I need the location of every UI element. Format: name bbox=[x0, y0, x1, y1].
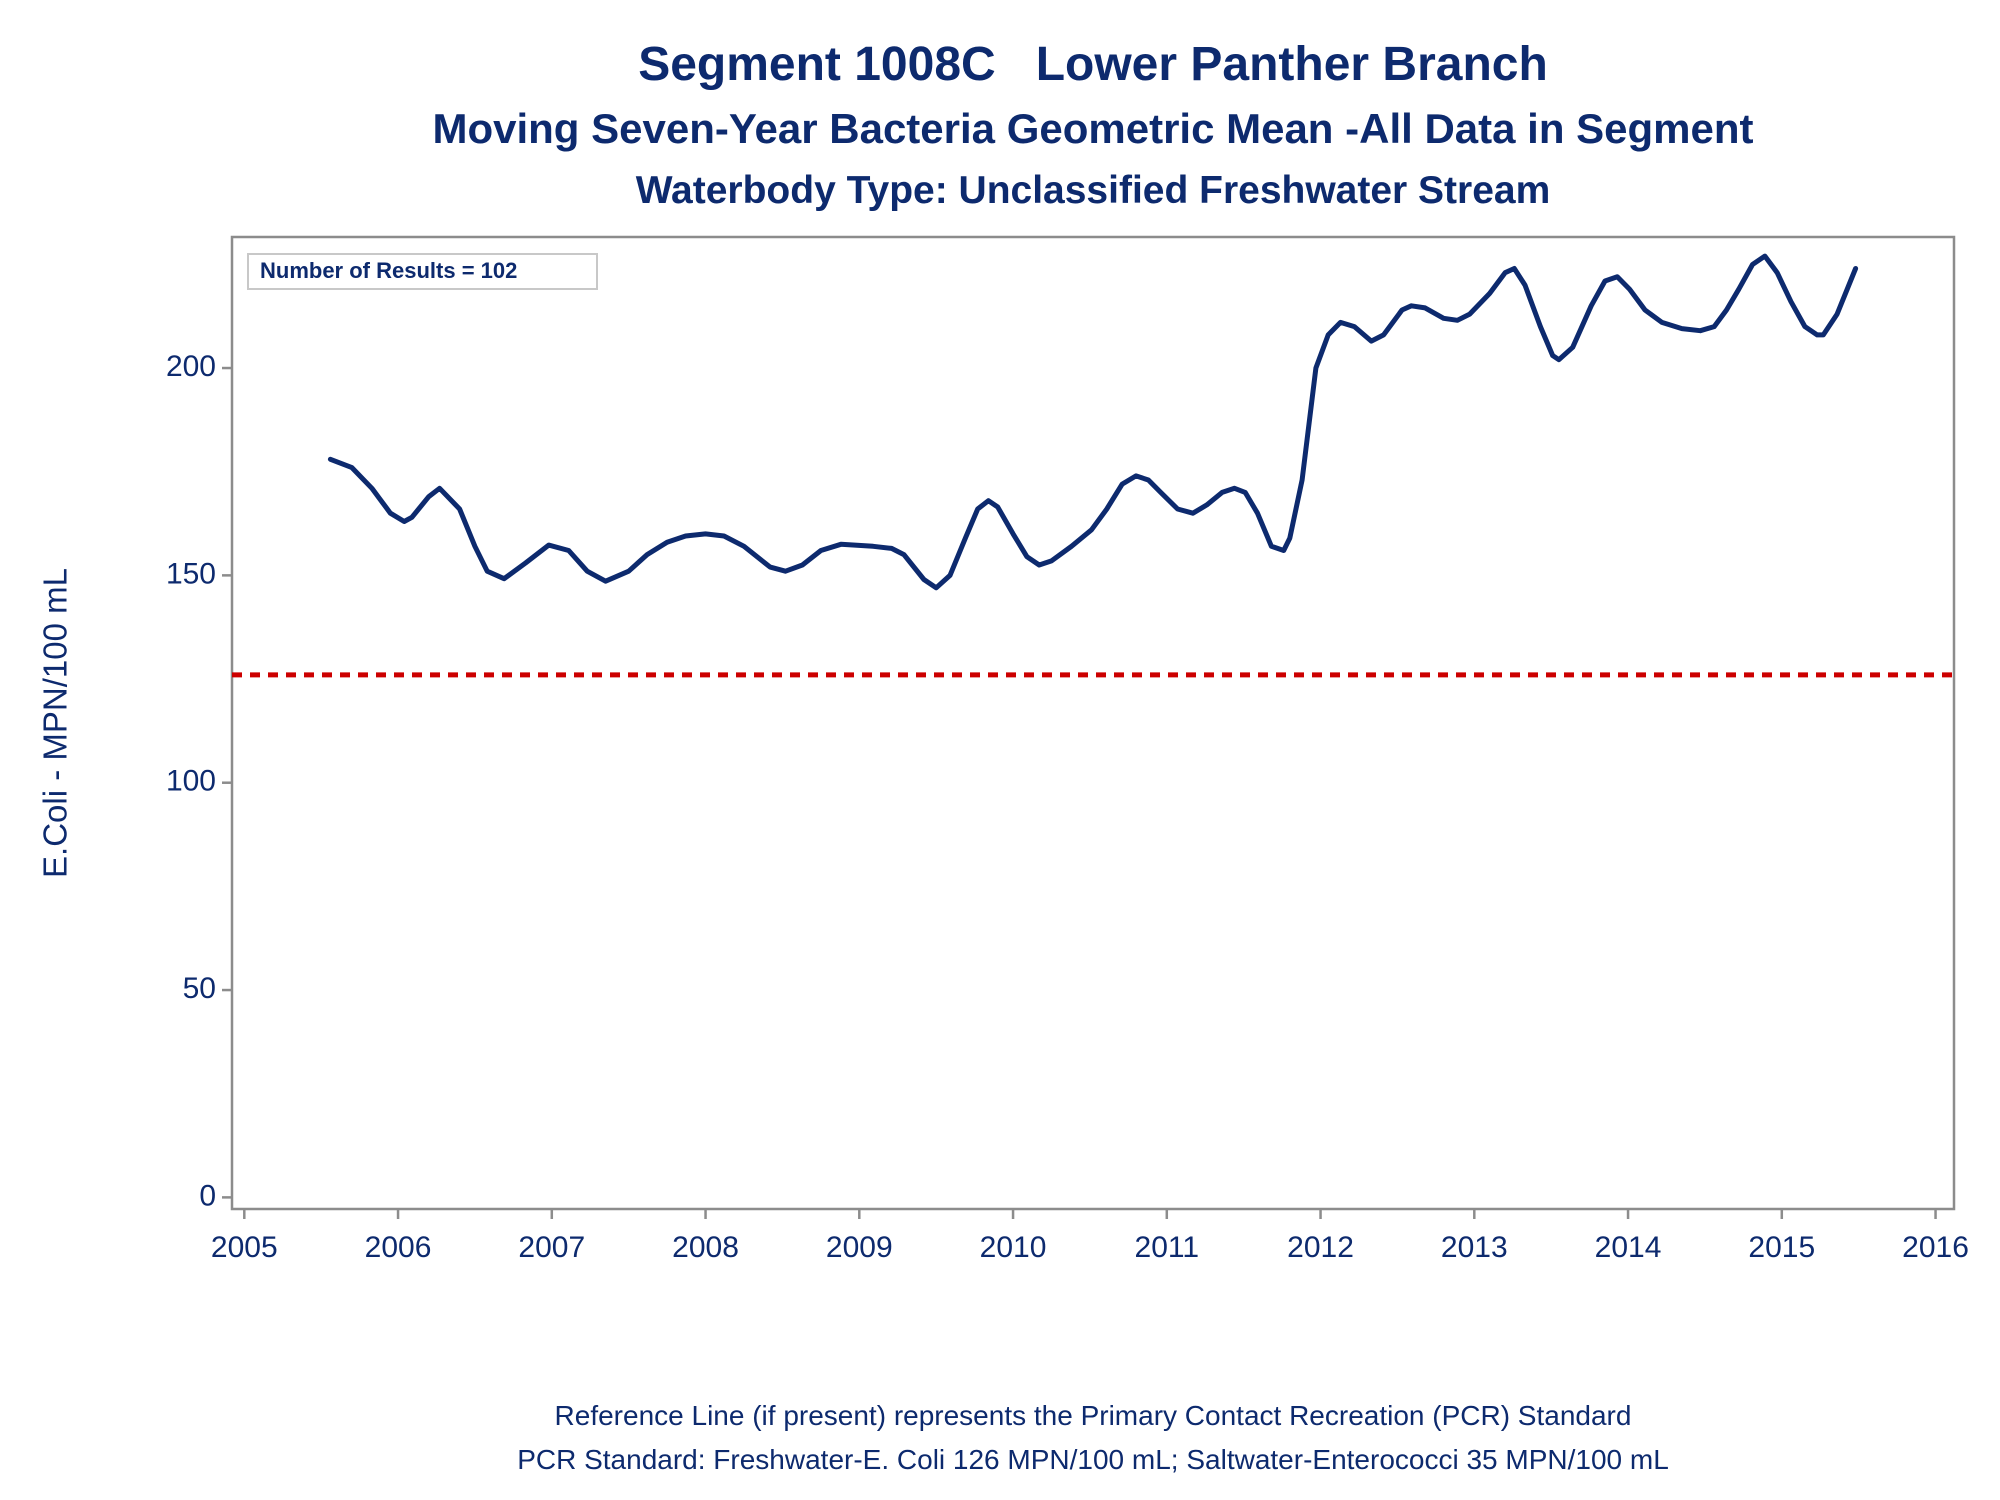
x-tick-label: 2007 bbox=[518, 1231, 585, 1264]
data-line bbox=[327, 253, 1859, 591]
x-tick-label: 2015 bbox=[1748, 1231, 1815, 1264]
footnote: Reference Line (if present) represents t… bbox=[555, 1400, 1632, 1431]
y-tick-label: 150 bbox=[166, 557, 216, 590]
x-tick-label: 2006 bbox=[365, 1231, 432, 1264]
y-tick-label: 50 bbox=[183, 972, 216, 1005]
footnote: PCR Standard: Freshwater-E. Coli 126 MPN… bbox=[517, 1444, 1669, 1475]
annotation: Number of Results = 102 bbox=[260, 258, 517, 283]
chart-subtitle: Waterbody Type: Unclassified Freshwater … bbox=[636, 169, 1551, 212]
plot-frame bbox=[230, 235, 1956, 1211]
y-tick-label: 0 bbox=[199, 1179, 216, 1212]
y-axis-label: E.Coli - MPN/100 mL bbox=[37, 568, 74, 878]
x-tick-label: 2010 bbox=[980, 1231, 1047, 1264]
x-tick-label: 2005 bbox=[211, 1231, 278, 1264]
annotation-box bbox=[247, 253, 598, 290]
x-tick-label: 2013 bbox=[1441, 1231, 1508, 1264]
x-tick-label: 2011 bbox=[1135, 1231, 1200, 1264]
x-tick-label: 2016 bbox=[1902, 1231, 1969, 1264]
x-tick-label: 2014 bbox=[1595, 1231, 1662, 1264]
x-tick-label: 2012 bbox=[1287, 1231, 1354, 1264]
chart-title: Segment 1008C Lower Panther Branch bbox=[638, 38, 1548, 91]
x-tick-label: 2009 bbox=[826, 1231, 893, 1264]
x-tick-label: 2008 bbox=[672, 1231, 739, 1264]
y-tick-label: 100 bbox=[166, 765, 216, 798]
chart-subtitle: Moving Seven-Year Bacteria Geometric Mea… bbox=[432, 105, 1753, 152]
y-tick-label: 200 bbox=[166, 350, 216, 383]
